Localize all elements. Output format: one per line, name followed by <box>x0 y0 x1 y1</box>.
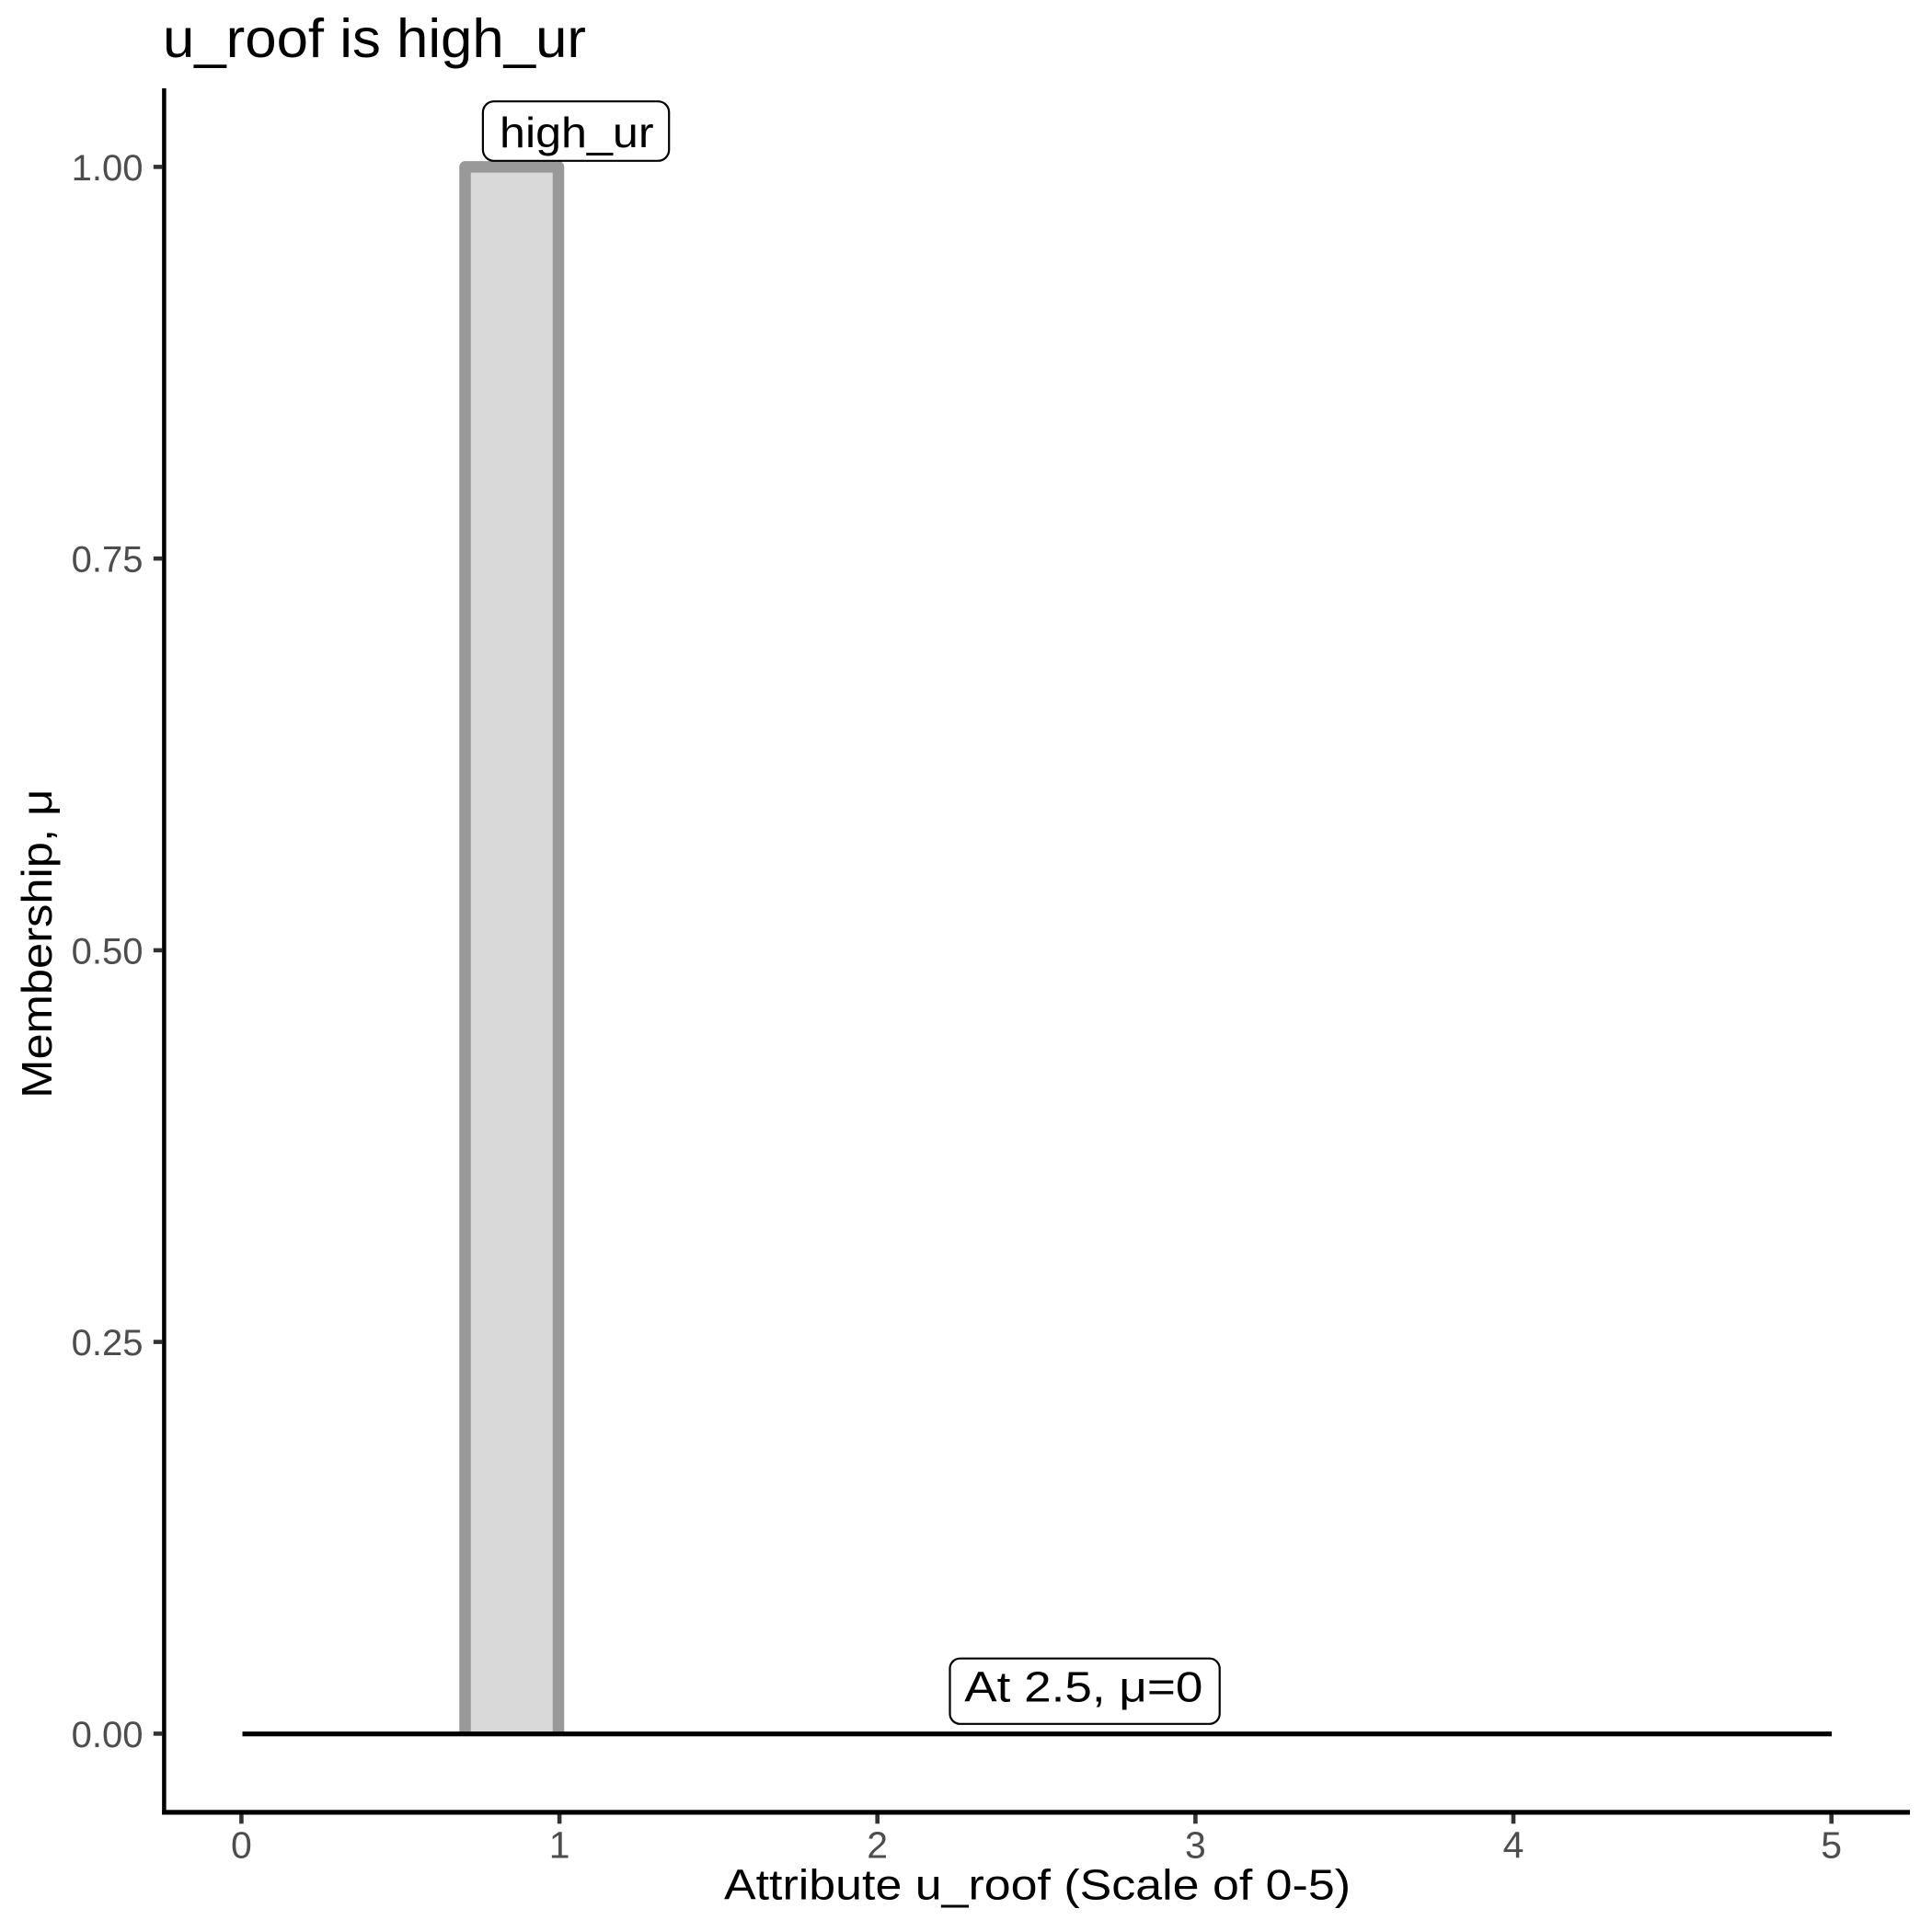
svg-text:3: 3 <box>1185 1824 1206 1867</box>
svg-text:0.50: 0.50 <box>72 931 144 972</box>
svg-text:5: 5 <box>1821 1824 1842 1867</box>
svg-text:4: 4 <box>1503 1824 1524 1867</box>
svg-text:2: 2 <box>867 1824 888 1867</box>
svg-text:At 2.5, μ=0: At 2.5, μ=0 <box>964 1663 1202 1711</box>
svg-text:0.00: 0.00 <box>72 1715 144 1755</box>
svg-text:0.75: 0.75 <box>72 540 144 581</box>
svg-text:0.25: 0.25 <box>72 1323 144 1363</box>
svg-text:0: 0 <box>231 1824 252 1867</box>
svg-text:Membership, μ: Membership, μ <box>13 789 61 1098</box>
svg-text:1: 1 <box>549 1824 570 1867</box>
svg-text:u_roof is high_ur: u_roof is high_ur <box>163 8 586 69</box>
svg-text:high_ur: high_ur <box>500 109 654 156</box>
svg-text:1.00: 1.00 <box>72 148 144 189</box>
svg-text:Attribute u_roof (Scale of 0-5: Attribute u_roof (Scale of 0-5) <box>724 1861 1351 1909</box>
